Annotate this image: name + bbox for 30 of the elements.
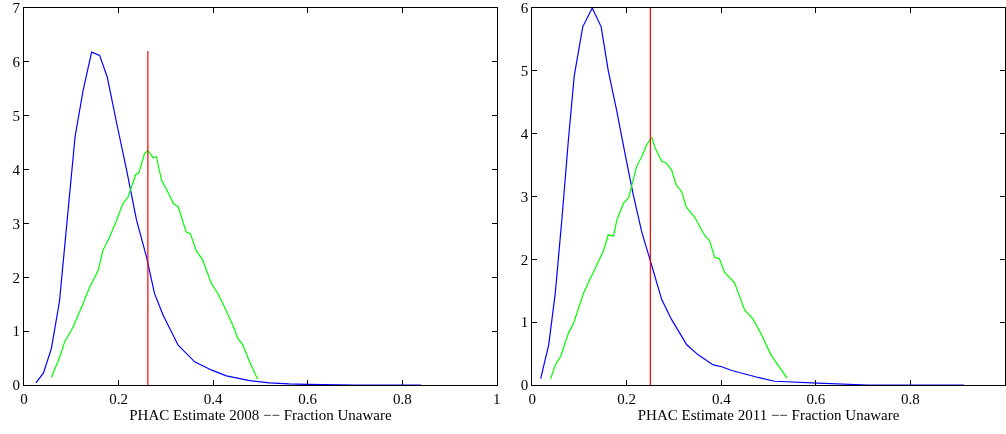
y-tick-label: 3: [520, 188, 529, 205]
x-tick-label: 1: [493, 391, 501, 407]
y-tick-label: 5: [520, 63, 529, 80]
line-series: [540, 8, 965, 385]
y-tick-label: 6: [12, 54, 21, 71]
x-tick-label: 0.2: [109, 391, 128, 407]
line-series: [550, 136, 788, 380]
y-tick-label: 5: [12, 107, 20, 124]
x-tick-label: 0.2: [617, 391, 637, 407]
y-tick-label: 0: [12, 377, 20, 394]
y-tick-label: 0: [520, 377, 529, 394]
x-tick-label: 0.6: [298, 391, 318, 407]
line-series: [35, 51, 422, 385]
y-tick-label: 7: [12, 0, 21, 17]
y-tick-label: 1: [520, 314, 529, 331]
x-tick-label: 0.8: [901, 391, 920, 407]
x-tick-label: 0.8: [392, 391, 412, 407]
y-tick-label: 4: [520, 125, 529, 142]
y-tick-label: 2: [12, 269, 20, 286]
x-tick-label: 0.4: [203, 391, 224, 407]
x-axis-title: PHAC Estimate 2011 −− Fraction Unaware: [637, 407, 900, 423]
x-tick-label: 0.4: [711, 391, 732, 407]
y-tick-label: 3: [12, 215, 20, 232]
y-tick-label: 6: [520, 0, 529, 17]
y-tick-label: 1: [12, 323, 20, 340]
y-tick-label: 2: [520, 251, 529, 268]
line-series: [50, 150, 259, 380]
y-tick-label: 4: [12, 161, 21, 178]
x-axis-title: PHAC Estimate 2008 −− Fraction Unaware: [129, 407, 392, 423]
x-tick-label: 0.6: [806, 391, 826, 407]
